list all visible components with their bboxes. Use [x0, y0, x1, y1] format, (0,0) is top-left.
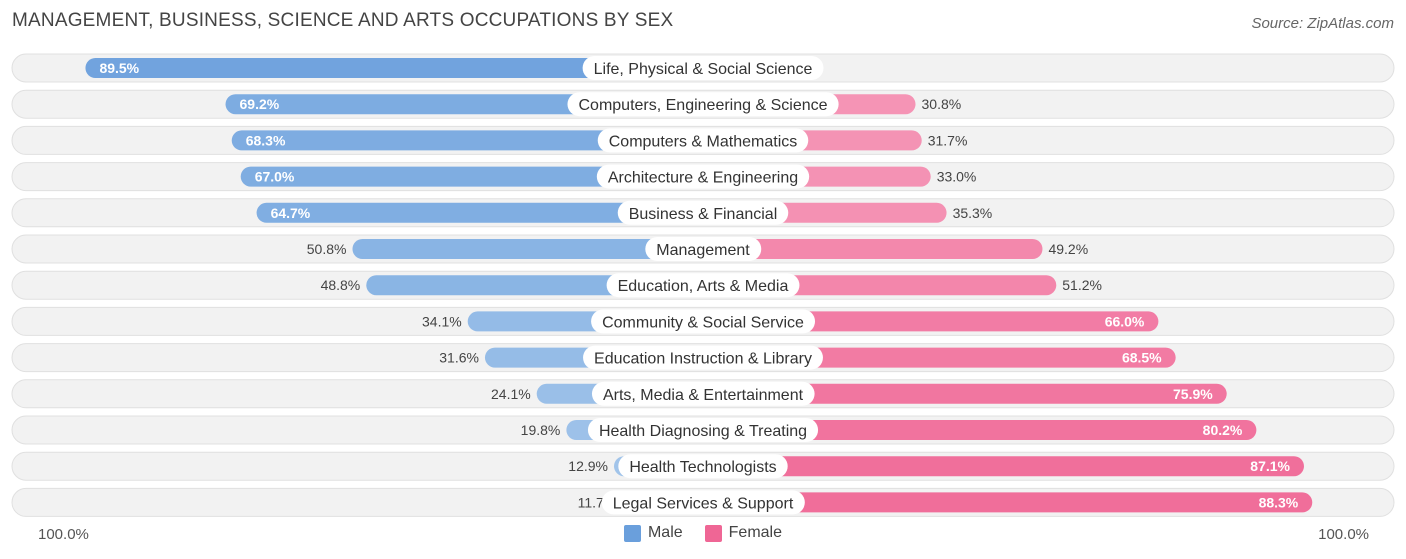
- female-value-label: 66.0%: [1105, 313, 1145, 329]
- axis-left-label: 100.0%: [38, 526, 89, 543]
- source-label: Source: ZipAtlas.com: [1251, 15, 1394, 32]
- category-pill: [596, 164, 810, 189]
- female-value-label: 33.0%: [937, 169, 977, 185]
- male-bar: [85, 58, 703, 78]
- category-pill: [618, 454, 788, 479]
- legend-item-female[interactable]: Female: [704, 524, 783, 542]
- category-label: Business & Financial: [629, 206, 778, 223]
- male-value-label: 50.8%: [307, 241, 347, 257]
- category-label: Health Diagnosing & Treating: [599, 423, 807, 440]
- female-value-label: 87.1%: [1250, 458, 1290, 474]
- male-swatch: [623, 524, 641, 542]
- male-value-label: 34.1%: [422, 313, 462, 329]
- category-pill: [591, 309, 816, 334]
- category-pill: [601, 490, 805, 515]
- legend-male-label: Male: [647, 524, 683, 541]
- male-value-label: 31.6%: [439, 350, 479, 366]
- category-pill: [645, 237, 762, 261]
- male-value-label: 89.5%: [99, 60, 139, 76]
- category-label: Arts, Media & Entertainment: [603, 387, 804, 404]
- category-label: Architecture & Engineering: [608, 170, 798, 187]
- category-pill: [591, 381, 815, 406]
- category-label: Legal Services & Support: [613, 495, 794, 512]
- female-value-label: 51.2%: [1062, 277, 1102, 293]
- category-pill: [567, 92, 839, 117]
- male-value-label: 64.7%: [271, 205, 311, 221]
- category-pill: [606, 273, 800, 298]
- female-value-label: 75.9%: [1173, 386, 1213, 402]
- category-label: Community & Social Service: [602, 314, 804, 331]
- male-value-label: 67.0%: [255, 169, 295, 185]
- category-pill: [597, 128, 809, 153]
- legend: Male Female: [0, 524, 1406, 542]
- category-label: Life, Physical & Social Science: [594, 61, 813, 78]
- male-value-label: 68.3%: [246, 132, 286, 148]
- female-bar: [703, 239, 1043, 259]
- male-value-label: 24.1%: [491, 386, 531, 402]
- male-value-label: 69.2%: [240, 96, 280, 112]
- chart-title: MANAGEMENT, BUSINESS, SCIENCE AND ARTS O…: [12, 10, 674, 31]
- category-label: Computers, Engineering & Science: [578, 97, 827, 114]
- male-bar: [231, 130, 704, 151]
- female-bar: [703, 383, 1227, 404]
- male-value-label: 48.8%: [321, 277, 361, 293]
- axis-right-label: 100.0%: [1318, 526, 1369, 543]
- category-label: Education Instruction & Library: [594, 351, 812, 368]
- female-value-label: 80.2%: [1203, 422, 1243, 438]
- female-value-label: 68.5%: [1122, 350, 1162, 366]
- female-value-label: 88.3%: [1259, 494, 1299, 510]
- female-value-label: 49.2%: [1048, 241, 1088, 257]
- female-value-label: 30.8%: [922, 96, 962, 112]
- female-value-label: 35.3%: [953, 205, 993, 221]
- legend-female-label: Female: [728, 524, 783, 541]
- male-value-label: 12.9%: [568, 458, 608, 474]
- category-pill: [583, 345, 823, 370]
- female-bar: [703, 456, 1304, 477]
- male-bar: [352, 239, 703, 259]
- category-pill: [582, 56, 824, 80]
- category-label: Health Technologists: [629, 459, 776, 476]
- female-bar: [703, 492, 1313, 513]
- category-label: Management: [656, 242, 750, 259]
- female-bar: [703, 311, 1159, 332]
- category-pill: [617, 200, 789, 225]
- male-bar: [256, 202, 703, 223]
- male-bar: [240, 166, 703, 187]
- category-label: Education, Arts & Media: [618, 278, 789, 295]
- female-bar: [703, 420, 1257, 440]
- female-swatch: [704, 524, 722, 542]
- legend-item-male[interactable]: Male: [623, 524, 683, 542]
- male-value-label: 19.8%: [521, 422, 561, 438]
- category-label: Computers & Mathematics: [609, 133, 798, 150]
- category-pill: [587, 418, 819, 442]
- female-value-label: 31.7%: [928, 132, 968, 148]
